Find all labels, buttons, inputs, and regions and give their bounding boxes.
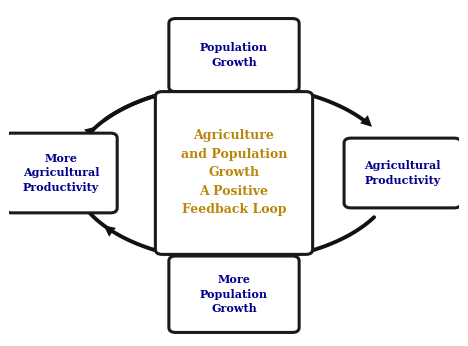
Text: Agricultural
Productivity: Agricultural Productivity bbox=[364, 160, 441, 186]
Text: Population
Growth: Population Growth bbox=[200, 42, 268, 68]
FancyBboxPatch shape bbox=[155, 92, 313, 254]
FancyBboxPatch shape bbox=[5, 133, 117, 213]
Text: More
Population
Growth: More Population Growth bbox=[200, 274, 268, 314]
FancyBboxPatch shape bbox=[344, 138, 461, 208]
Text: More
Agricultural
Productivity: More Agricultural Productivity bbox=[23, 153, 99, 193]
Text: Agriculture
and Population
Growth
A Positive
Feedback Loop: Agriculture and Population Growth A Posi… bbox=[181, 129, 287, 217]
FancyBboxPatch shape bbox=[169, 19, 299, 92]
FancyBboxPatch shape bbox=[169, 256, 299, 333]
